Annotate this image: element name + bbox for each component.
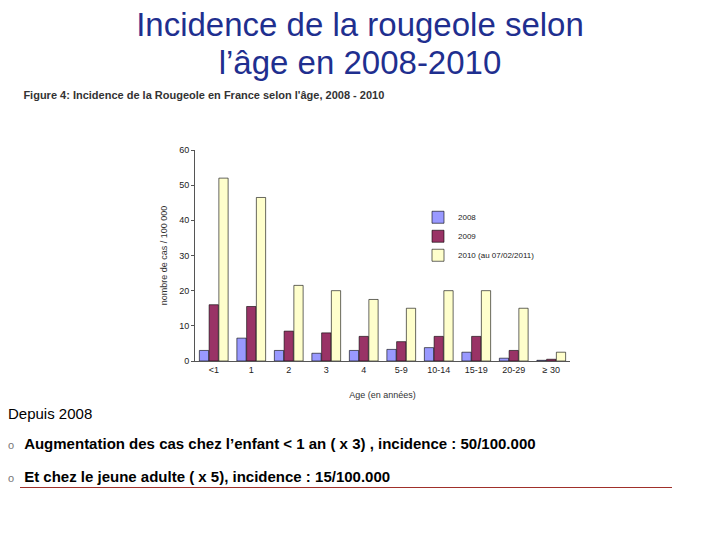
svg-text:20: 20 bbox=[179, 286, 189, 296]
svg-text:20-29: 20-29 bbox=[502, 365, 525, 375]
html-text:l’âge en 2008-2010: l’âge en 2008-2010 bbox=[218, 44, 502, 81]
svg-text:3: 3 bbox=[324, 365, 329, 375]
html-text:Depuis 2008: Depuis 2008 bbox=[8, 405, 93, 422]
svg-text:15-19: 15-19 bbox=[465, 365, 488, 375]
svg-text:Figure 4: Incidence de la Roug: Figure 4: Incidence de la Rougeole en Fr… bbox=[23, 89, 384, 101]
html-text:Augmentation des cas chez l’en: Augmentation des cas chez l’enfant < 1 a… bbox=[24, 435, 536, 452]
svg-text:10: 10 bbox=[179, 321, 189, 331]
html-text:Incidence de la rougeole selon: Incidence de la rougeole selon bbox=[136, 6, 584, 43]
svg-text:30: 30 bbox=[179, 251, 189, 261]
svg-text:50: 50 bbox=[179, 180, 189, 190]
svg-text:≥ 30: ≥ 30 bbox=[543, 365, 560, 375]
svg-text:nombre de cas / 100 000: nombre de cas / 100 000 bbox=[159, 206, 169, 306]
svg-text:5-9: 5-9 bbox=[395, 365, 408, 375]
svg-text:2010 (au 07/02/2011): 2010 (au 07/02/2011) bbox=[458, 251, 534, 260]
html-text:o: o bbox=[8, 439, 15, 451]
svg-text:1: 1 bbox=[249, 365, 254, 375]
svg-text:40: 40 bbox=[179, 215, 189, 225]
svg-text:2009: 2009 bbox=[458, 232, 476, 241]
svg-text:2: 2 bbox=[286, 365, 291, 375]
svg-text:2008: 2008 bbox=[458, 213, 476, 222]
svg-text:Age (en années): Age (en années) bbox=[349, 390, 416, 400]
html-text:o: o bbox=[8, 472, 15, 484]
svg-text:4: 4 bbox=[361, 365, 366, 375]
svg-text:<1: <1 bbox=[209, 365, 219, 375]
html-text:Et chez le jeune adulte ( x 5): Et chez le jeune adulte ( x 5), incidenc… bbox=[24, 468, 391, 485]
svg-text:0: 0 bbox=[184, 356, 189, 366]
svg-text:10-14: 10-14 bbox=[427, 365, 450, 375]
svg-text:60: 60 bbox=[179, 145, 189, 155]
